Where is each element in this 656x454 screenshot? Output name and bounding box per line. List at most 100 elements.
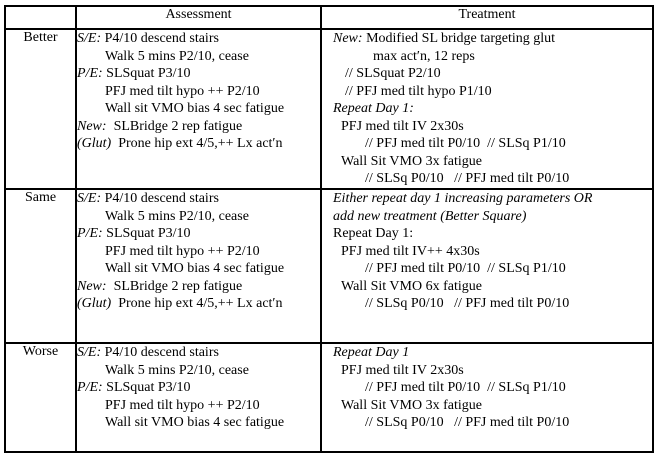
text-segment: // SLSquat P2/10 <box>345 66 441 81</box>
text-line: // PFJ med tilt hypo P1/10 <box>333 83 651 101</box>
text-segment: SLSquat P3/10 <box>102 380 191 395</box>
header-row: Assessment Treatment <box>4 5 654 30</box>
text-segment: P4/10 descend stairs <box>101 31 219 46</box>
text-segment: // PFJ med tilt P0/10 // SLSq P1/10 <box>365 261 566 276</box>
better-assessment-cell: S/E: P4/10 descend stairs Walk 5 mins P2/… <box>75 28 322 190</box>
italic-label: S/E: <box>77 345 102 360</box>
text-segment: P4/10 descend stairs <box>101 345 219 360</box>
text-segment: Walk 5 mins P2/10, cease <box>105 48 249 64</box>
italic-label: Repeat Day 1: <box>333 101 414 116</box>
text-segment: P4/10 descend stairs <box>101 191 219 206</box>
text-segment: Repeat Day 1: <box>333 226 414 241</box>
text-segment: Wall sit VMO bias 4 sec fatigue <box>105 101 285 116</box>
italic-label: P/E: <box>77 226 103 241</box>
text-segment: Wall Sit VMO 3x fatigue <box>341 153 482 169</box>
text-line: (Glut) Prone hip ext 4/5,++ Lx act′n <box>77 135 319 153</box>
text-line: PFJ med tilt IV 2x30s <box>333 118 651 136</box>
italic-label: New: <box>77 278 107 294</box>
text-segment: Prone hip ext 4/5,++ Lx act′n <box>111 136 283 151</box>
assessment-column-header: Assessment <box>75 5 322 30</box>
better-treatment-cell: New: Modified SL bridge targeting glut ma… <box>320 28 654 190</box>
text-segment: SLSquat P3/10 <box>102 66 191 81</box>
assessment-treatment-table: Assessment Treatment Better S/E: P4/10 de… <box>4 5 654 453</box>
text-segment: Prone hip ext 4/5,++ Lx act′n <box>111 296 283 311</box>
text-line: S/E: P4/10 descend stairs <box>77 345 319 362</box>
text-line: Wall sit VMO bias 4 sec fatigue <box>78 414 319 432</box>
text-segment: // SLSq P0/10 // PFJ med tilt P0/10 <box>365 296 570 311</box>
text-segment: // SLSq P0/10 // PFJ med tilt P0/10 <box>365 171 570 186</box>
text-segment: PFJ med tilt hypo ++ P2/10 <box>105 397 260 413</box>
row-label-better: Better <box>4 28 77 190</box>
text-segment: // SLSq P0/10 // PFJ med tilt P0/10 <box>365 415 570 430</box>
text-line: PFJ med tilt hypo ++ P2/10 <box>78 243 319 261</box>
table-row: Worse S/E: P4/10 descend stairs Walk 5 min… <box>4 342 654 453</box>
text-line: // SLSquat P2/10 <box>333 65 651 83</box>
text-line: Wall sit VMO bias 4 sec fatigue <box>78 260 319 278</box>
text-line: PFJ med tilt IV 2x30s <box>333 362 651 380</box>
table-body: Better S/E: P4/10 descend stairs Walk 5 mi… <box>4 28 654 453</box>
italic-label: P/E: <box>77 380 103 395</box>
text-line: Wall sit VMO bias 4 sec fatigue <box>78 100 319 118</box>
italic-label: add new treatment (Better Square) <box>333 208 527 224</box>
italic-label: S/E: <box>77 191 102 206</box>
text-segment: SLSquat P3/10 <box>102 226 191 241</box>
text-line: New: SLBridge 2 rep fatigue <box>77 118 319 136</box>
text-segment: SLBridge 2 rep fatigue <box>106 118 243 134</box>
corner-cell <box>4 5 77 30</box>
text-line: Wall Sit VMO 6x fatigue <box>333 278 651 296</box>
text-line: Repeat Day 1: <box>333 100 651 118</box>
table-row: Better S/E: P4/10 descend stairs Walk 5 mi… <box>4 28 654 190</box>
text-line: Wall Sit VMO 3x fatigue <box>333 153 651 171</box>
text-line: Walk 5 mins P2/10, cease <box>78 362 319 380</box>
text-line: S/E: P4/10 descend stairs <box>77 191 319 208</box>
italic-label: (Glut) <box>77 136 112 151</box>
text-line: // PFJ med tilt P0/10 // SLSq P1/10 <box>333 135 651 153</box>
text-line: P/E: SLSquat P3/10 <box>77 379 319 397</box>
text-segment: SLBridge 2 rep fatigue <box>106 278 243 294</box>
text-line: add new treatment (Better Square) <box>333 208 651 226</box>
italic-label: Either repeat day 1 increasing parameter… <box>333 191 593 206</box>
italic-label: New: <box>77 118 107 134</box>
text-line: S/E: P4/10 descend stairs <box>78 31 319 48</box>
text-line: (Glut) Prone hip ext 4/5,++ Lx act′n <box>77 295 319 313</box>
worse-assessment-cell: S/E: P4/10 descend stairs Walk 5 mins P2/… <box>75 342 322 453</box>
text-segment: PFJ med tilt IV 2x30s <box>341 118 464 134</box>
text-line: PFJ med tilt hypo ++ P2/10 <box>78 397 319 415</box>
text-line: Repeat Day 1 <box>333 345 651 362</box>
row-label-worse: Worse <box>4 342 77 453</box>
text-segment: Wall sit VMO bias 4 sec fatigue <box>105 261 285 276</box>
text-line: PFJ med tilt hypo ++ P2/10 <box>78 83 319 101</box>
text-segment: Walk 5 mins P2/10, cease <box>105 362 249 378</box>
italic-label: New: <box>333 31 363 46</box>
text-segment: PFJ med tilt hypo ++ P2/10 <box>105 243 260 259</box>
text-line: // SLSq P0/10 // PFJ med tilt P0/10 <box>333 170 651 187</box>
italic-label: Repeat Day 1 <box>333 345 410 360</box>
row-label-same: Same <box>4 188 77 344</box>
text-line: max act′n, 12 reps <box>333 48 651 66</box>
same-assessment-cell: S/E: P4/10 descend stairs Walk 5 mins P2/… <box>75 188 322 344</box>
text-segment: // PFJ med tilt hypo P1/10 <box>345 83 492 99</box>
text-line: Wall Sit VMO 3x fatigue <box>333 397 651 415</box>
text-segment: PFJ med tilt IV++ 4x30s <box>341 243 480 259</box>
text-line: P/E: SLSquat P3/10 <box>78 65 319 83</box>
text-line: // PFJ med tilt P0/10 // SLSq P1/10 <box>333 379 651 397</box>
text-line: Repeat Day 1: <box>333 225 651 243</box>
worse-treatment-cell: Repeat Day 1 PFJ med tilt IV 2x30s // PFJ … <box>320 342 654 453</box>
table-row: Same S/E: P4/10 descend stairs Walk 5 mins… <box>4 188 654 344</box>
text-line: // SLSq P0/10 // PFJ med tilt P0/10 <box>333 295 651 313</box>
text-segment: Wall Sit VMO 6x fatigue <box>341 278 482 294</box>
text-line: Walk 5 mins P2/10, cease <box>78 208 319 226</box>
text-line: New: Modified SL bridge targeting glut <box>333 31 651 48</box>
text-segment: PFJ med tilt IV 2x30s <box>341 362 464 378</box>
text-segment: PFJ med tilt hypo ++ P2/10 <box>105 83 260 99</box>
text-line: P/E: SLSquat P3/10 <box>77 225 319 243</box>
text-segment: max act′n, 12 reps <box>373 48 475 64</box>
text-segment: // PFJ med tilt P0/10 // SLSq P1/10 <box>365 380 566 395</box>
text-line: PFJ med tilt IV++ 4x30s <box>333 243 651 261</box>
italic-label: (Glut) <box>77 296 112 311</box>
text-segment: Walk 5 mins P2/10, cease <box>105 208 249 224</box>
text-line: Walk 5 mins P2/10, cease <box>78 48 319 66</box>
text-segment: // PFJ med tilt P0/10 // SLSq P1/10 <box>365 136 566 151</box>
text-line: // SLSq P0/10 // PFJ med tilt P0/10 <box>333 414 651 432</box>
